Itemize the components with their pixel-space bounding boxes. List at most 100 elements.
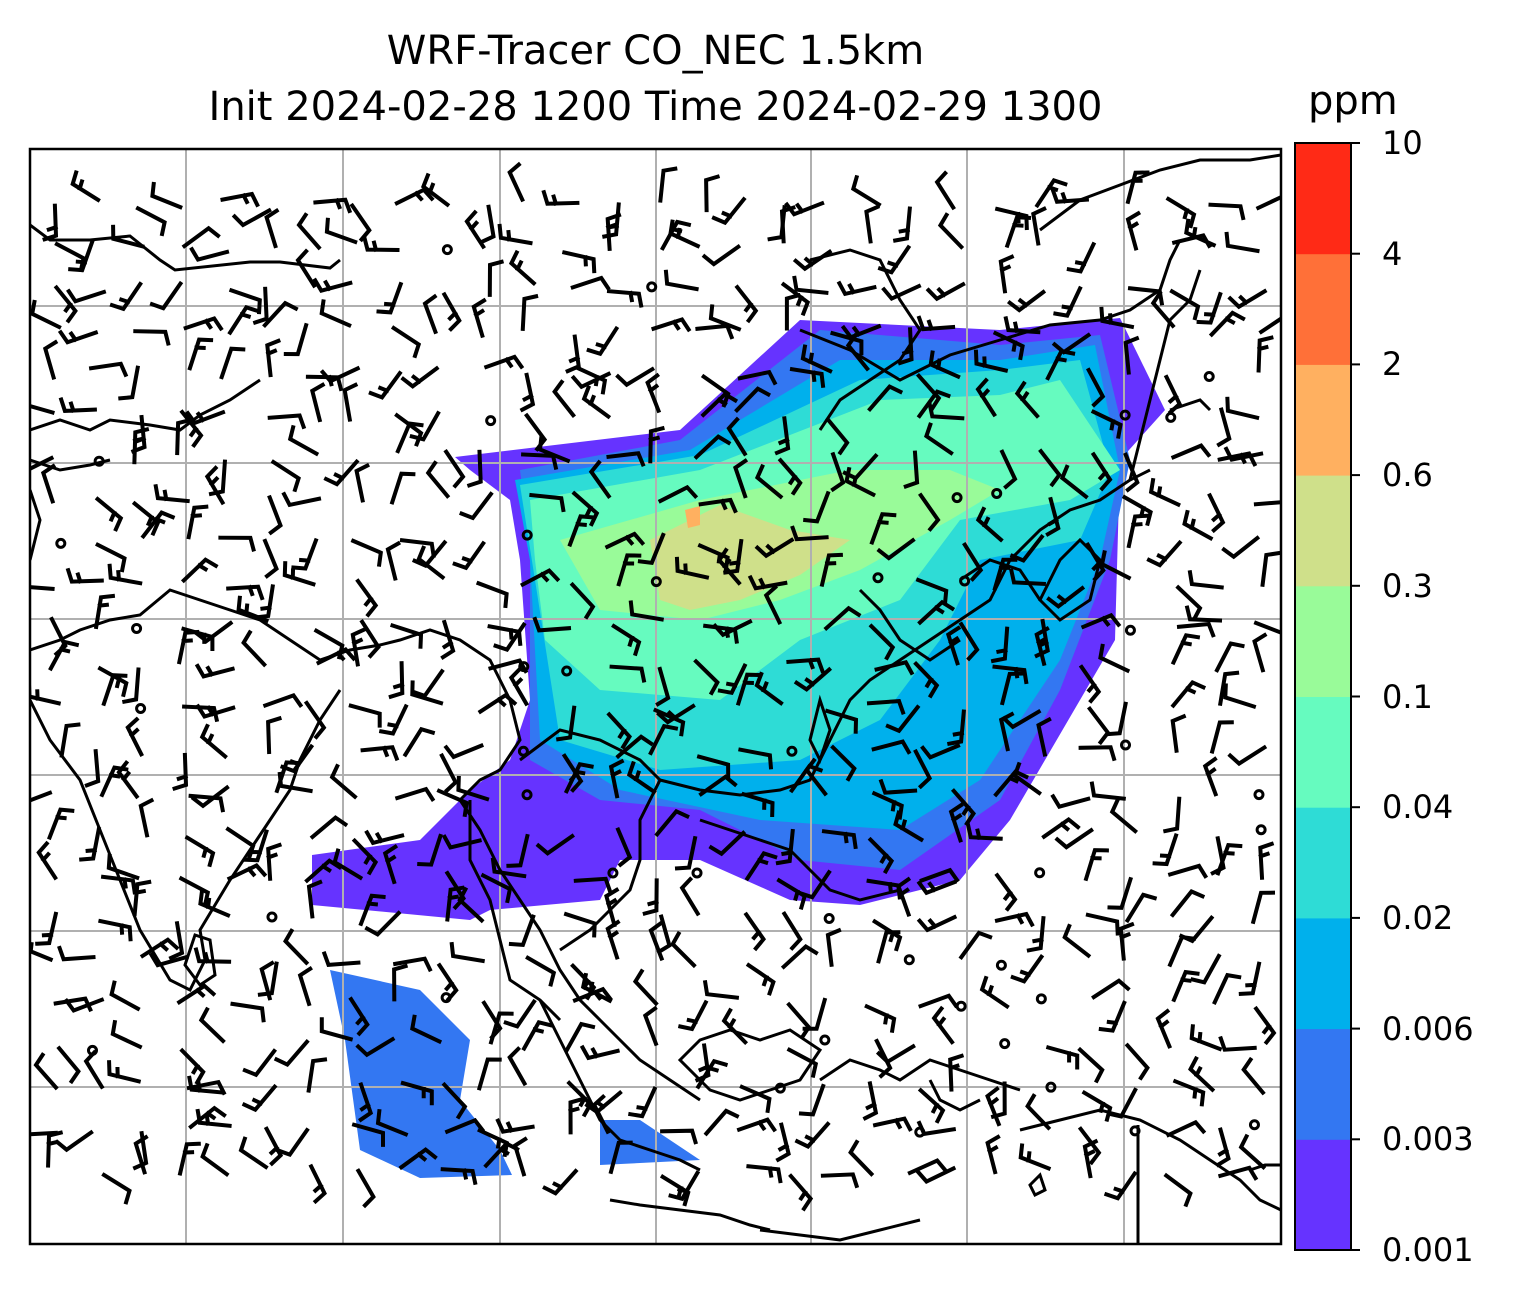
wind-barb bbox=[704, 174, 721, 213]
calm-wind-circle bbox=[55, 537, 67, 549]
wind-barb bbox=[309, 382, 326, 423]
wind-barb bbox=[1085, 541, 1106, 582]
wind-barb bbox=[242, 1048, 278, 1078]
wind-barb bbox=[188, 793, 226, 813]
wind-barb bbox=[1215, 1127, 1231, 1168]
wind-barb bbox=[648, 920, 665, 962]
wind-barb bbox=[512, 1136, 528, 1177]
wind-barb bbox=[1170, 679, 1207, 709]
calm-wind-circle bbox=[774, 1082, 786, 1094]
wind-barb bbox=[1003, 316, 1041, 335]
wind-barb bbox=[950, 788, 977, 827]
wind-barb bbox=[660, 1128, 698, 1145]
wind-barb bbox=[306, 1057, 328, 1093]
colorbar-tick-label: 0.001 bbox=[1382, 1231, 1474, 1269]
wind-barb bbox=[867, 384, 904, 413]
calm-wind-circle bbox=[1203, 370, 1215, 382]
wind-barb bbox=[263, 1126, 284, 1167]
wind-barb bbox=[79, 826, 102, 862]
wind-barb bbox=[571, 490, 600, 527]
wind-barb bbox=[615, 826, 633, 868]
wind-barb bbox=[456, 775, 490, 802]
wind-barb bbox=[916, 315, 956, 332]
wind-barb bbox=[375, 1108, 409, 1137]
wind-barb bbox=[648, 723, 679, 756]
wind-barb bbox=[394, 187, 435, 206]
wind-barb bbox=[204, 465, 226, 506]
wind-barb bbox=[282, 561, 316, 587]
wind-barb bbox=[495, 1118, 535, 1134]
wind-barb bbox=[493, 621, 527, 652]
calm-wind-circle bbox=[1255, 824, 1267, 836]
wind-barb bbox=[101, 673, 128, 707]
wind-barb bbox=[1066, 241, 1097, 274]
wind-barb bbox=[668, 219, 701, 249]
wind-barb bbox=[306, 879, 323, 919]
wind-barb bbox=[876, 930, 901, 964]
wind-barb bbox=[323, 458, 360, 487]
wind-barb bbox=[219, 346, 246, 380]
wind-barb bbox=[480, 872, 513, 904]
wind-barb bbox=[1170, 633, 1201, 666]
wind-barb bbox=[228, 287, 262, 315]
wind-barb bbox=[422, 293, 438, 335]
wind-barb bbox=[1187, 570, 1224, 590]
wind-barb bbox=[588, 459, 612, 499]
wind-barb bbox=[586, 325, 620, 357]
wind-barb bbox=[780, 281, 811, 317]
wind-barb bbox=[107, 1060, 142, 1084]
colorbar-tick-label: 0.1 bbox=[1382, 677, 1433, 716]
wind-barb bbox=[992, 330, 1025, 361]
wind-barb bbox=[194, 663, 236, 679]
wind-barb bbox=[1170, 443, 1212, 460]
wind-barb bbox=[663, 269, 699, 292]
wind-barb bbox=[297, 966, 313, 1007]
wind-barb bbox=[68, 239, 95, 273]
wind-barb bbox=[867, 836, 895, 875]
colorbar-unit-label: ppm bbox=[1308, 78, 1398, 124]
wind-barb bbox=[712, 618, 753, 638]
map-title-line2: Init 2024-02-28 1200 Time 2024-02-29 130… bbox=[208, 84, 1103, 130]
wind-barb bbox=[444, 870, 467, 911]
wind-barb bbox=[184, 834, 216, 868]
wind-barb bbox=[252, 286, 269, 326]
wind-barb bbox=[182, 704, 220, 723]
wind-barb bbox=[542, 1168, 579, 1196]
wind-barb bbox=[348, 996, 370, 1037]
wind-barb bbox=[409, 410, 441, 442]
wind-barb bbox=[739, 1084, 772, 1114]
wind-barb bbox=[845, 332, 871, 372]
wind-barb bbox=[180, 557, 219, 584]
wind-barb bbox=[1209, 720, 1234, 754]
wind-barb bbox=[802, 997, 828, 1031]
wind-barb bbox=[1171, 969, 1200, 1003]
wind-barb bbox=[1170, 713, 1187, 753]
wind-barb bbox=[637, 532, 666, 565]
wind-barb bbox=[392, 963, 409, 1002]
wind-barb bbox=[417, 833, 443, 867]
wind-barb bbox=[994, 911, 1035, 928]
wind-barb bbox=[779, 205, 796, 244]
wind-barb bbox=[1125, 170, 1150, 205]
wind-barb bbox=[519, 372, 536, 413]
wind-barb bbox=[864, 204, 881, 244]
wind-barb bbox=[441, 1081, 468, 1120]
colorbar-tick-label: 4 bbox=[1382, 234, 1403, 273]
wind-barb bbox=[471, 297, 487, 339]
wind-barb bbox=[189, 246, 230, 262]
wind-barb bbox=[774, 416, 791, 456]
wind-barb bbox=[958, 930, 993, 960]
wind-barb bbox=[257, 961, 279, 997]
calm-wind-circle bbox=[1119, 409, 1131, 421]
wind-barb bbox=[830, 744, 857, 782]
wind-barb bbox=[139, 937, 180, 959]
wind-barb bbox=[94, 496, 124, 532]
wind-barb bbox=[735, 672, 762, 706]
wind-barb bbox=[190, 784, 230, 809]
wind-barb bbox=[30, 682, 62, 706]
wind-barb bbox=[225, 826, 256, 860]
wind-barb bbox=[342, 382, 359, 422]
wind-barb bbox=[948, 802, 964, 843]
wind-barb bbox=[743, 911, 767, 952]
wind-barb bbox=[1218, 1035, 1257, 1052]
